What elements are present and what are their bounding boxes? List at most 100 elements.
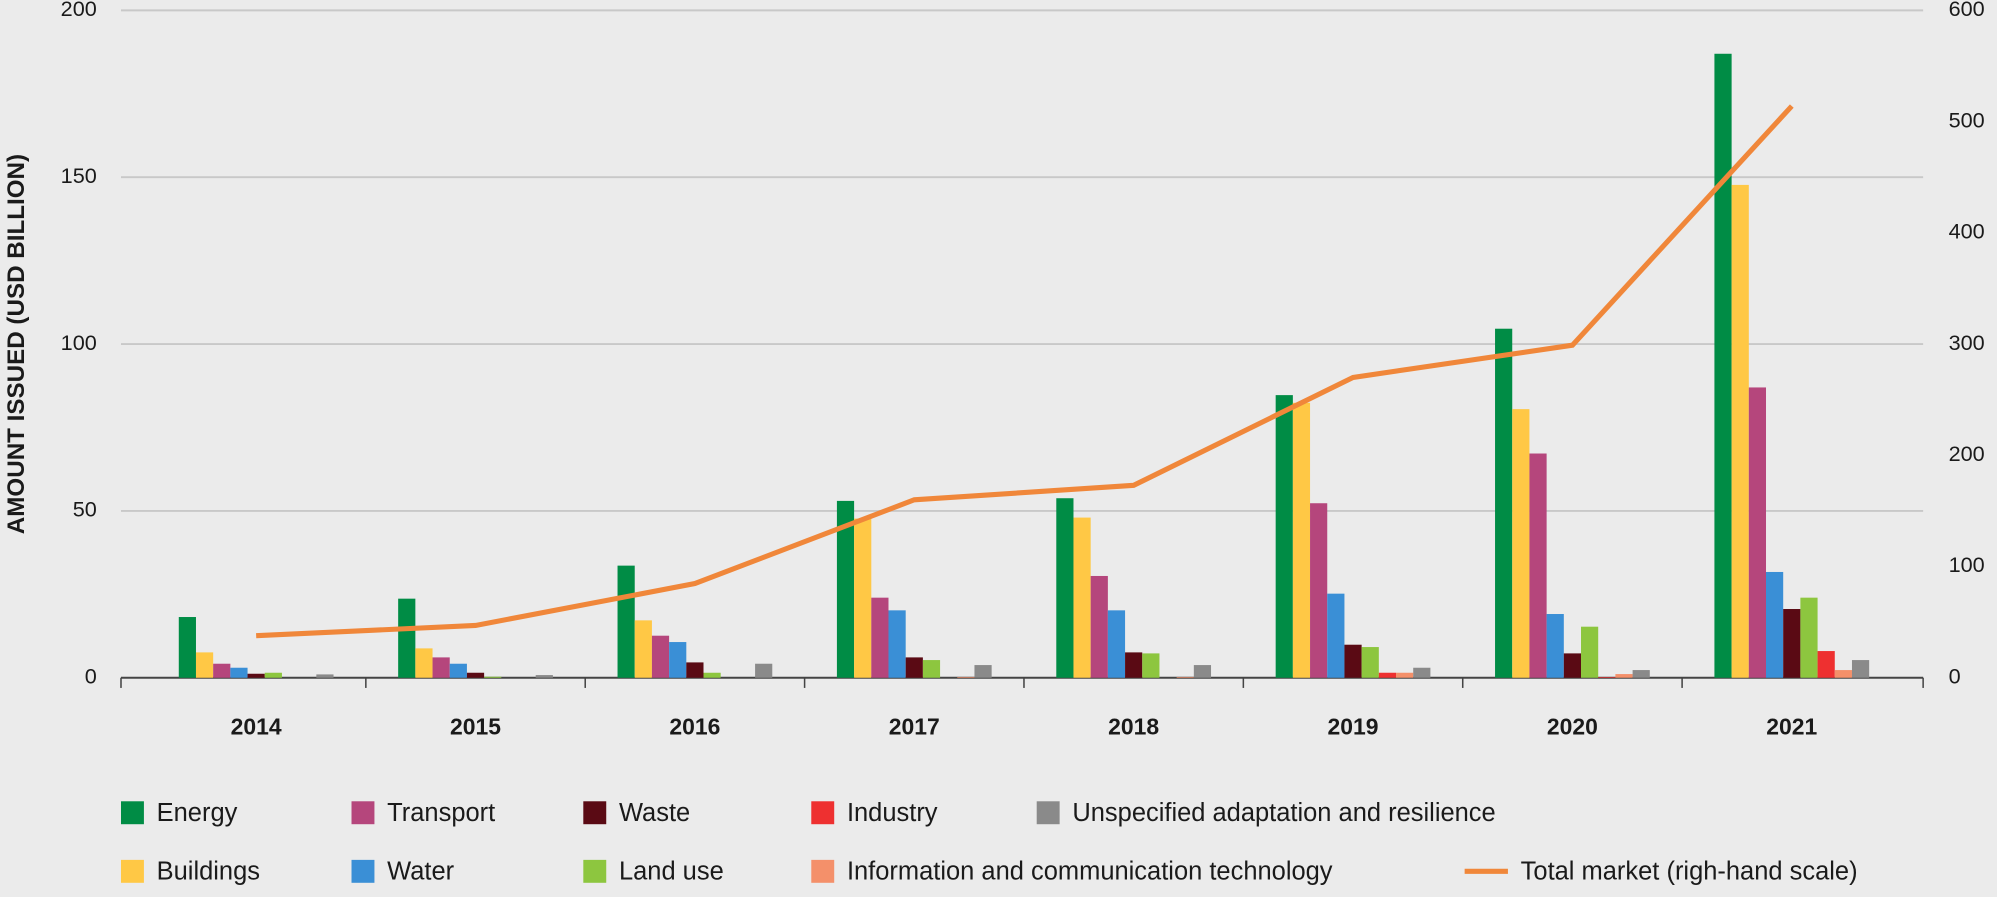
x-tick-label: 2019 <box>1328 714 1379 740</box>
x-tick-label: 2020 <box>1547 714 1598 740</box>
bar <box>1327 593 1345 678</box>
legend-swatch <box>120 859 144 883</box>
bar <box>1731 184 1749 678</box>
bar <box>905 657 923 678</box>
bar <box>247 673 265 678</box>
legend-label: Total market (righ-hand scale) <box>1521 857 1858 885</box>
bar <box>1512 409 1530 678</box>
y2-tick-label: 500 <box>1949 107 1985 132</box>
legend-label: Waste <box>619 799 690 827</box>
bar <box>178 617 196 678</box>
bar <box>1529 453 1547 678</box>
bar <box>854 518 872 678</box>
bar <box>922 660 941 678</box>
bar <box>432 657 450 678</box>
line <box>256 104 1794 639</box>
bar <box>1413 667 1431 678</box>
bar <box>1581 626 1599 678</box>
y2-tick-label: 0 <box>1949 663 1961 688</box>
legend-swatch <box>811 859 835 883</box>
bar <box>888 610 906 678</box>
y-axis-label: AMOUNT ISSUED (USD BILLION) <box>3 154 30 534</box>
x-tick-label: 2021 <box>1766 714 1817 740</box>
bar <box>617 565 635 678</box>
x-tick-label: 2014 <box>231 714 282 740</box>
x-tick-label: 2016 <box>669 714 720 740</box>
legend-swatch <box>120 801 144 825</box>
bar <box>669 642 687 678</box>
x-tick-label: 2017 <box>889 714 940 740</box>
bar <box>1275 395 1293 678</box>
x-tick-label: 2018 <box>1108 714 1159 740</box>
bar <box>974 665 992 678</box>
bar <box>634 620 652 678</box>
bar <box>1546 614 1564 678</box>
legend-swatch <box>583 859 607 883</box>
bar <box>1632 670 1650 678</box>
bar <box>1073 517 1091 678</box>
bar <box>1378 672 1397 678</box>
bar <box>1125 652 1143 678</box>
bar <box>1834 670 1852 678</box>
legend-swatch <box>351 801 375 825</box>
legend-label: Unspecified adaptation and resilience <box>1072 799 1495 827</box>
y-tick-label: 0 <box>85 663 97 688</box>
bar <box>957 677 975 678</box>
legend-swatch <box>351 859 375 883</box>
bar <box>1396 672 1414 678</box>
bar <box>415 648 433 678</box>
bar <box>1176 677 1194 678</box>
bar <box>871 597 889 678</box>
bar <box>1107 610 1126 678</box>
x-tick-label: 2015 <box>450 714 501 740</box>
bar <box>230 667 248 678</box>
y-tick-label: 100 <box>61 330 97 355</box>
legend-swatch <box>583 801 607 825</box>
bar <box>1361 647 1379 678</box>
bar <box>1714 53 1732 678</box>
bar <box>1783 609 1801 678</box>
bar <box>449 663 467 678</box>
bar <box>1563 653 1582 678</box>
bar <box>1090 575 1108 678</box>
y2-tick-label: 300 <box>1949 330 1985 355</box>
bar <box>1615 674 1633 678</box>
legend-label: Transport <box>387 799 495 827</box>
bar <box>1817 651 1835 678</box>
y-tick-label: 50 <box>73 497 97 522</box>
bar <box>755 663 773 678</box>
legend-label: Water <box>387 857 454 885</box>
bar <box>1292 402 1311 678</box>
legend-swatch <box>811 801 835 825</box>
bar <box>651 635 670 678</box>
bar <box>1142 653 1160 678</box>
bar <box>1310 503 1328 678</box>
bar <box>1344 644 1362 678</box>
y2-tick-label: 400 <box>1949 219 1985 244</box>
bar <box>398 598 416 678</box>
bar <box>195 652 214 678</box>
legend-label: Industry <box>847 799 938 827</box>
bar <box>264 672 282 678</box>
bar <box>213 663 231 678</box>
y-tick-label: 200 <box>61 0 97 21</box>
bar <box>1193 665 1212 678</box>
bar <box>1851 660 1870 678</box>
bar <box>1766 571 1784 678</box>
bar <box>1748 387 1767 678</box>
legend-label: Land use <box>619 857 724 885</box>
bar <box>316 674 334 678</box>
bar <box>1056 498 1074 678</box>
y2-tick-label: 200 <box>1949 441 1985 466</box>
legend-label: Buildings <box>157 857 260 885</box>
bar <box>1800 597 1818 678</box>
y2-tick-label: 100 <box>1949 552 1985 577</box>
bar <box>686 662 704 678</box>
bar <box>466 672 485 678</box>
y-tick-label: 150 <box>61 163 97 188</box>
legend-swatch <box>1036 801 1060 825</box>
bar <box>1495 328 1513 678</box>
y2-tick-label: 600 <box>1949 0 1985 21</box>
legend-label: Energy <box>157 799 238 827</box>
